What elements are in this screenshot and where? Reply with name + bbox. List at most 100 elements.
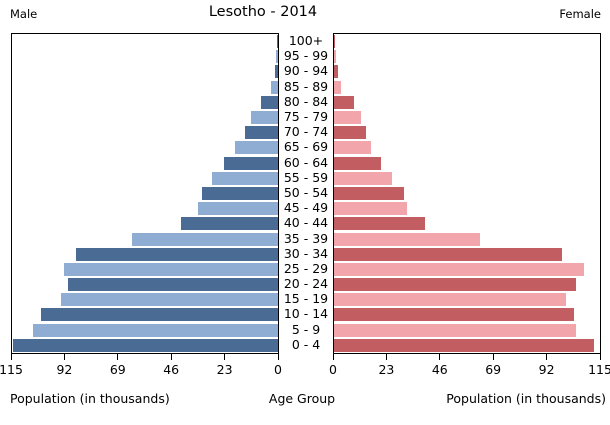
male-bar-80-84	[261, 95, 278, 109]
age-group-label-10-14: 10 - 14	[283, 306, 329, 322]
female-tick-mark-92	[546, 354, 548, 360]
female-bar-20-24	[334, 278, 577, 292]
female-tick-mark-46	[439, 354, 441, 360]
age-group-label-35-39: 35 - 39	[283, 230, 329, 246]
female-tick-label-115: 115	[588, 362, 610, 377]
male-bar-30-34	[75, 247, 278, 261]
male-bar-row-85-89	[12, 80, 278, 95]
female-bar-35-39	[334, 232, 481, 246]
female-bar-70-74	[334, 126, 366, 140]
female-tick-mark-115	[599, 354, 601, 360]
male-bar-75-79	[251, 111, 278, 125]
male-bar-15-19	[60, 293, 278, 307]
female-tick-label-0: 0	[329, 362, 337, 377]
male-bar-65-69	[235, 141, 278, 155]
female-bar-row-25-29	[334, 262, 600, 277]
female-bar-15-19	[334, 293, 567, 307]
male-bar-row-15-19	[12, 292, 278, 307]
female-bar-10-14	[334, 308, 575, 322]
female-bar-row-50-54	[334, 186, 600, 201]
female-tick-mark-69	[492, 354, 494, 360]
male-tick-mark-0	[277, 354, 279, 360]
female-bar-90-94	[334, 65, 338, 79]
female-bar-row-60-64	[334, 156, 600, 171]
age-group-label-65-69: 65 - 69	[283, 139, 329, 155]
age-group-label-90-94: 90 - 94	[283, 63, 329, 79]
female-bar-40-44	[334, 217, 425, 231]
age-group-label-column: 100+ 95 - 99 90 - 94 85 - 89 80 - 84 75 - 79 7…	[279, 33, 333, 352]
female-series-label: Female	[559, 7, 601, 21]
female-bar-row-10-14	[334, 307, 600, 322]
female-bar-row-90-94	[334, 64, 600, 79]
male-bar-row-50-54	[12, 186, 278, 201]
age-group-label-0-4: 0 - 4	[291, 336, 321, 352]
female-chart-panel	[333, 33, 601, 354]
male-chart-panel	[11, 33, 279, 354]
female-bar-85-89	[334, 80, 341, 94]
male-bar-85-89	[271, 80, 278, 94]
female-bar-row-70-74	[334, 125, 600, 140]
male-bar-25-29	[63, 262, 278, 276]
male-tick-label-69: 69	[109, 362, 126, 377]
female-bar-row-100plus	[334, 34, 600, 49]
female-bar-5-9	[334, 323, 577, 337]
female-bar-row-80-84	[334, 95, 600, 110]
age-group-label-75-79: 75 - 79	[283, 109, 329, 125]
male-bar-row-90-94	[12, 64, 278, 79]
age-group-label-60-64: 60 - 64	[283, 154, 329, 170]
female-bar-row-15-19	[334, 292, 600, 307]
male-bar-35-39	[131, 232, 278, 246]
male-bar-row-100plus	[12, 34, 278, 49]
male-bar-row-20-24	[12, 277, 278, 292]
female-bar-row-85-89	[334, 80, 600, 95]
page-title: Lesotho - 2014	[208, 4, 318, 20]
male-x-axis-ticks: 115 92 69 46 23 0	[0, 354, 282, 380]
female-bar-row-40-44	[334, 216, 600, 231]
age-group-label-20-24: 20 - 24	[283, 276, 329, 292]
female-bar-95-99	[334, 50, 337, 64]
male-bar-row-35-39	[12, 231, 278, 246]
male-tick-label-0: 0	[274, 362, 282, 377]
female-axis-title: Population (in thousands)	[446, 391, 606, 406]
age-group-label-15-19: 15 - 19	[283, 291, 329, 307]
male-bar-row-25-29	[12, 262, 278, 277]
female-bar-25-29	[334, 262, 585, 276]
female-bar-0-4	[334, 338, 594, 352]
male-tick-mark-115	[10, 354, 12, 360]
male-bar-10-14	[40, 308, 278, 322]
female-bar-30-34	[334, 247, 563, 261]
male-bar-20-24	[67, 278, 278, 292]
male-tick-mark-92	[63, 354, 65, 360]
male-bar-row-10-14	[12, 307, 278, 322]
age-group-label-100plus: 100+	[288, 33, 324, 49]
age-group-label-85-89: 85 - 89	[283, 78, 329, 94]
age-group-axis-title: Age Group	[268, 391, 336, 406]
female-tick-label-92: 92	[538, 362, 555, 377]
female-bar-45-49	[334, 202, 407, 216]
male-bar-row-45-49	[12, 201, 278, 216]
female-bar-50-54	[334, 186, 404, 200]
age-group-label-70-74: 70 - 74	[283, 124, 329, 140]
age-group-label-30-34: 30 - 34	[283, 245, 329, 261]
female-tick-label-69: 69	[485, 362, 502, 377]
female-bar-60-64	[334, 156, 381, 170]
male-bar-row-95-99	[12, 49, 278, 64]
male-tick-mark-46	[170, 354, 172, 360]
male-bar-50-54	[202, 186, 278, 200]
female-bar-row-0-4	[334, 338, 600, 353]
male-bar-0-4	[13, 338, 278, 352]
female-bar-55-59	[334, 171, 392, 185]
female-tick-label-46: 46	[431, 362, 448, 377]
female-bar-row-20-24	[334, 277, 600, 292]
male-tick-mark-69	[117, 354, 119, 360]
age-group-label-95-99: 95 - 99	[283, 48, 329, 64]
female-bar-row-55-59	[334, 171, 600, 186]
female-bar-row-45-49	[334, 201, 600, 216]
male-tick-label-23: 23	[216, 362, 233, 377]
male-bar-row-5-9	[12, 323, 278, 338]
female-bar-row-95-99	[334, 49, 600, 64]
age-group-label-80-84: 80 - 84	[283, 93, 329, 109]
male-bar-90-94	[275, 65, 278, 79]
male-bar-5-9	[32, 323, 278, 337]
age-group-label-40-44: 40 - 44	[283, 215, 329, 231]
